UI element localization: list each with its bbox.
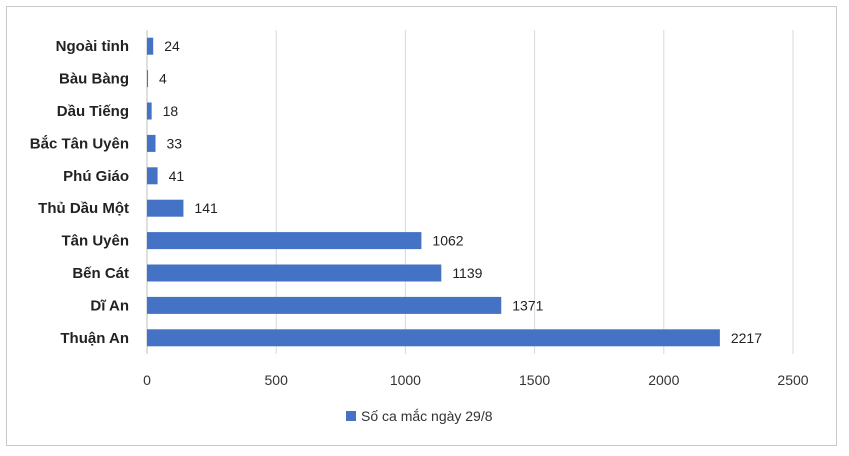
category-labels: Ngoài tỉnh Bàu Bàng Dầu Tiếng Bắc Tân Uyên P… [30, 38, 129, 347]
bar [147, 134, 156, 152]
legend: Số ca mắc ngày 29/8 [346, 408, 493, 424]
bar [147, 329, 720, 347]
category-label: Ngoài tỉnh [56, 38, 129, 55]
x-tick-label: 1500 [519, 372, 550, 388]
x-tick-label: 1000 [390, 372, 421, 388]
chart-frame [6, 6, 837, 446]
data-label: 1139 [452, 265, 482, 281]
data-label: 1371 [512, 297, 543, 313]
data-label: 1062 [432, 233, 463, 249]
category-label: Bến Cát [72, 265, 129, 282]
data-label: 41 [169, 168, 185, 184]
bar [147, 232, 422, 250]
x-tick-label: 2000 [648, 372, 679, 388]
legend-label: Số ca mắc ngày 29/8 [361, 408, 493, 424]
legend-swatch [346, 411, 356, 421]
x-tick-label: 2500 [777, 372, 808, 388]
bar [147, 102, 152, 120]
data-labels: 24 4 18 33 41 141 1062 1139 1371 2217 [159, 38, 762, 346]
category-label: Tân Uyên [61, 233, 129, 250]
category-label: Thủ Dầu Một [38, 200, 129, 217]
bar [147, 264, 442, 282]
category-label: Bàu Bàng [59, 71, 129, 88]
data-label: 33 [167, 135, 183, 151]
bar [147, 70, 149, 88]
data-label: 4 [159, 71, 167, 87]
bar [147, 167, 158, 185]
x-axis-tick-labels: 0 500 1000 1500 2000 2500 [143, 372, 809, 388]
x-tick-label: 500 [265, 372, 289, 388]
data-label: 18 [163, 103, 179, 119]
data-label: 2217 [731, 330, 762, 346]
category-label: Thuận An [60, 330, 129, 347]
x-tick-label: 0 [143, 372, 151, 388]
bar [147, 37, 154, 55]
bars [147, 37, 720, 347]
bar [147, 296, 502, 314]
bar [147, 199, 184, 217]
data-label: 141 [194, 200, 218, 216]
category-label: Dầu Tiếng [57, 103, 129, 120]
category-label: Bắc Tân Uyên [30, 134, 129, 152]
category-label: Phú Giáo [63, 168, 129, 185]
data-label: 24 [164, 38, 180, 54]
category-label: Dĩ An [90, 297, 129, 314]
